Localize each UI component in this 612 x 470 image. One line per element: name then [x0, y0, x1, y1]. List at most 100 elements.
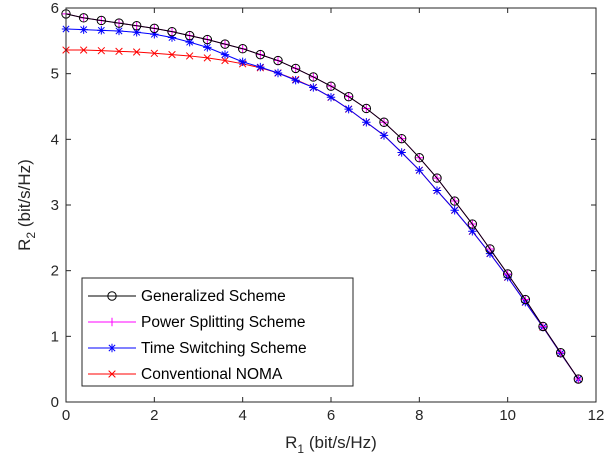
data-point-generalized-20 [414, 153, 425, 163]
data-point-time-switching-10 [238, 57, 247, 67]
legend-marker-generalized [107, 291, 117, 301]
data-point-generalized-10 [237, 44, 248, 54]
x-axis-title-unit: (bit/s/Hz) [304, 433, 377, 452]
data-point-generalized-2 [96, 15, 107, 26]
x-axis-title-subscript: 1 [297, 442, 304, 456]
data-point-generalized-1 [78, 13, 89, 23]
data-point-time-switching-9 [220, 50, 230, 59]
data-point-generalized-16 [343, 91, 354, 102]
legend-marker-conventional-noma [108, 370, 116, 378]
data-point-conventional-noma-3 [115, 47, 123, 56]
x-tick-label: 4 [238, 407, 246, 424]
data-point-generalized-23 [467, 219, 478, 229]
legend: Generalized Scheme Power Splitting Schem… [81, 277, 354, 387]
data-point-conventional-noma-6 [168, 50, 176, 59]
data-point-time-switching-4 [132, 28, 141, 37]
y-tick-label: 1 [51, 328, 59, 345]
y-tick-label: 6 [51, 0, 59, 17]
data-point-generalized-29 [573, 374, 584, 384]
data-point-generalized-11 [255, 49, 266, 60]
data-point-conventional-noma-2 [97, 46, 106, 55]
legend-sample-time-switching [88, 343, 136, 353]
y-tick-label: 2 [51, 263, 59, 280]
legend-marker-power-splitting [107, 317, 117, 327]
x-axis-title-main: R [285, 433, 297, 452]
data-point-time-switching-15 [326, 93, 336, 102]
data-point-generalized-26 [520, 294, 531, 305]
data-point-generalized-13 [290, 63, 301, 74]
y-axis-title-subscript: 2 [24, 232, 38, 239]
series-generalized [61, 9, 584, 384]
data-point-time-switching-3 [114, 26, 124, 36]
data-point-conventional-noma-7 [185, 52, 194, 60]
legend-marker-time-switching [107, 343, 117, 353]
data-point-generalized-9 [220, 39, 230, 49]
y-axis-title-unit: (bit/s/Hz) [15, 159, 34, 232]
legend-sample-generalized [88, 291, 136, 301]
legend-label-generalized: Generalized Scheme [141, 288, 286, 305]
y-tick-label: 5 [51, 66, 59, 83]
data-point-time-switching-1 [79, 25, 88, 34]
x-tick-label: 10 [499, 407, 516, 424]
data-point-time-switching-19 [397, 148, 406, 157]
x-tick-label: 12 [588, 407, 605, 424]
data-point-generalized-14 [308, 72, 319, 82]
data-point-generalized-19 [396, 133, 407, 144]
data-point-time-switching-22 [450, 206, 459, 215]
data-point-time-switching-2 [97, 26, 106, 35]
data-point-conventional-noma-8 [203, 54, 212, 62]
data-point-generalized-4 [131, 21, 142, 31]
x-tick-label: 6 [327, 407, 335, 424]
data-point-generalized-12 [273, 55, 283, 66]
data-point-time-switching-8 [203, 43, 212, 52]
data-point-time-switching-18 [379, 131, 389, 140]
data-point-conventional-noma-4 [132, 48, 141, 56]
legend-label-conventional-noma: Conventional NOMA [141, 366, 283, 383]
data-point-time-switching-23 [468, 227, 477, 236]
y-tick-label: 4 [51, 131, 59, 148]
legend-label-power-splitting: Power Splitting Scheme [141, 314, 306, 331]
y-axis-title-main: R [15, 239, 34, 251]
data-point-time-switching-7 [185, 37, 194, 47]
series-line-generalized [65, 13, 579, 380]
data-point-generalized-8 [202, 34, 213, 45]
data-point-time-switching-20 [415, 165, 424, 175]
data-point-time-switching-13 [291, 76, 300, 85]
x-tick-label: 2 [150, 407, 158, 424]
x-tick-label: 0 [62, 407, 70, 424]
legend-sample-conventional-noma [88, 370, 136, 378]
data-point-generalized-15 [326, 81, 336, 91]
data-point-generalized-28 [555, 348, 566, 358]
data-point-generalized-27 [538, 321, 548, 332]
data-point-time-switching-16 [344, 104, 353, 114]
series-layer [61, 9, 584, 384]
data-point-generalized-22 [449, 196, 460, 206]
data-point-conventional-noma-5 [150, 49, 159, 58]
data-point-time-switching-11 [256, 62, 265, 72]
x-axis-title: R1 (bit/s/Hz) [285, 433, 377, 456]
data-point-generalized-21 [432, 173, 442, 183]
data-point-generalized-5 [149, 23, 160, 34]
data-point-generalized-6 [167, 26, 177, 37]
data-point-generalized-25 [502, 269, 513, 279]
data-point-time-switching-5 [150, 30, 159, 39]
y-axis-title: R2 (bit/s/Hz) [15, 159, 38, 251]
legend-samples [88, 291, 136, 378]
data-point-generalized-3 [114, 18, 124, 28]
data-point-time-switching-14 [309, 83, 318, 92]
data-point-time-switching-17 [362, 118, 371, 127]
data-point-generalized-18 [379, 117, 389, 127]
x-tick-label: 8 [415, 407, 423, 424]
y-tick-label: 3 [51, 197, 59, 214]
data-point-generalized-7 [184, 30, 195, 41]
legend-sample-power-splitting [88, 317, 136, 327]
data-point-time-switching-6 [167, 33, 177, 42]
data-point-conventional-noma-9 [221, 56, 229, 65]
data-point-time-switching-21 [432, 186, 442, 195]
data-point-generalized-17 [361, 103, 372, 114]
data-point-generalized-24 [485, 244, 495, 254]
legend-label-time-switching: Time Switching Scheme [141, 340, 307, 357]
data-point-conventional-noma-1 [79, 46, 88, 54]
